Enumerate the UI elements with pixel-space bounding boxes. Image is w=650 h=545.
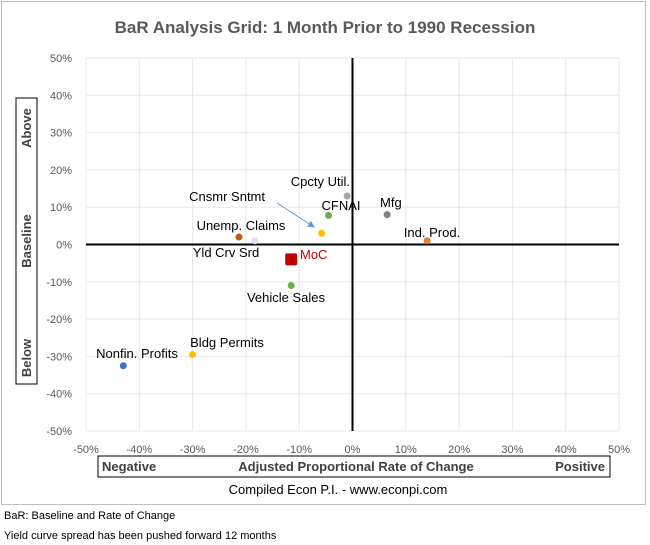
y-tick-label: -50%: [46, 426, 72, 438]
x-tick-label: -40%: [126, 444, 152, 456]
point-bldg-permits: [189, 351, 197, 359]
y-tick-label: 10%: [50, 202, 72, 214]
x-tick-label: 30%: [501, 444, 523, 456]
x-tick-label: 50%: [608, 444, 630, 456]
point-yld-crv-srd: [251, 237, 259, 245]
x-tick-label: -50%: [73, 444, 99, 456]
y-tick-label: -20%: [46, 314, 72, 326]
x-tick-label: 20%: [448, 444, 470, 456]
point-vehicle-sales: [287, 282, 295, 290]
y-axis-box: [15, 97, 38, 385]
y-tick-label: 0%: [56, 240, 72, 252]
point-cpcty-util: [343, 192, 351, 200]
label-unemp-claims: Unemp. Claims: [197, 218, 286, 233]
label-cfnai: CFNAI: [322, 198, 361, 213]
point-cnsmr-sntmt: [318, 229, 326, 237]
y-axis-top-label: Above: [19, 108, 34, 148]
label-ind-prod: Ind. Prod.: [404, 225, 460, 240]
label-vehicle-sales: Vehicle Sales: [247, 290, 326, 305]
x-tick-label: -30%: [180, 444, 206, 456]
x-tick-label: 10%: [395, 444, 417, 456]
x-axis-center-label: Adjusted Proportional Rate of Change: [238, 459, 473, 474]
point-moc: [285, 253, 298, 266]
y-tick-label: 40%: [50, 90, 72, 102]
label-cnsmr-sntmt: Cnsmr Sntmt: [189, 189, 265, 204]
y-tick-label: 20%: [50, 165, 72, 177]
x-axis-left-label: Negative: [102, 459, 156, 474]
label-yld-crv-srd: Yld Crv Srd: [193, 245, 259, 260]
x-tick-label: 40%: [555, 444, 577, 456]
chart-title: BaR Analysis Grid: 1 Month Prior to 1990…: [115, 18, 536, 37]
y-tick-label: 30%: [50, 128, 72, 140]
data-points: [119, 192, 431, 370]
chart-frame: [1, 1, 646, 505]
y-axis-bottom-label: Below: [19, 338, 34, 377]
point-ind-prod: [423, 237, 431, 245]
y-tick-label: -40%: [46, 389, 72, 401]
x-tick-labels: -50% -40% -30% -20% -10% 0% 10% 20% 30% 40% 50%: [73, 444, 630, 456]
label-nonfin-profits: Nonfin. Profits: [96, 346, 178, 361]
y-tick-labels: 50% 40% 30% 20% 10% 0% -10% -20% -30% -40% -50%: [46, 53, 72, 438]
x-axis-box: [97, 455, 611, 478]
x-tick-label: -10%: [286, 444, 312, 456]
point-cfnai: [325, 211, 333, 219]
label-moc: MoC: [300, 247, 327, 262]
label-cpcty-util: Cpcty Util.: [291, 174, 350, 189]
note-yield-curve: Yield curve spread has been pushed forwa…: [4, 530, 277, 542]
y-tick-label: -30%: [46, 351, 72, 363]
note-bar-definition: BaR: Baseline and Rate of Change: [4, 510, 176, 522]
credit-text: Compiled Econ P.I. - www.econpi.com: [229, 482, 448, 497]
point-nonfin-profits: [119, 362, 127, 370]
point-mfg: [383, 211, 391, 219]
label-mfg: Mfg: [380, 195, 402, 210]
x-axis-right-label: Positive: [555, 459, 605, 474]
y-tick-label: -10%: [46, 277, 72, 289]
callout-arrow: [276, 202, 315, 228]
y-axis-middle-label: Baseline: [19, 214, 34, 267]
x-tick-label: 0%: [345, 444, 361, 456]
x-tick-label: -20%: [233, 444, 259, 456]
y-tick-label: 50%: [50, 53, 72, 65]
point-unemp-claims: [235, 233, 243, 241]
label-bldg-permits: Bldg Permits: [190, 335, 264, 350]
